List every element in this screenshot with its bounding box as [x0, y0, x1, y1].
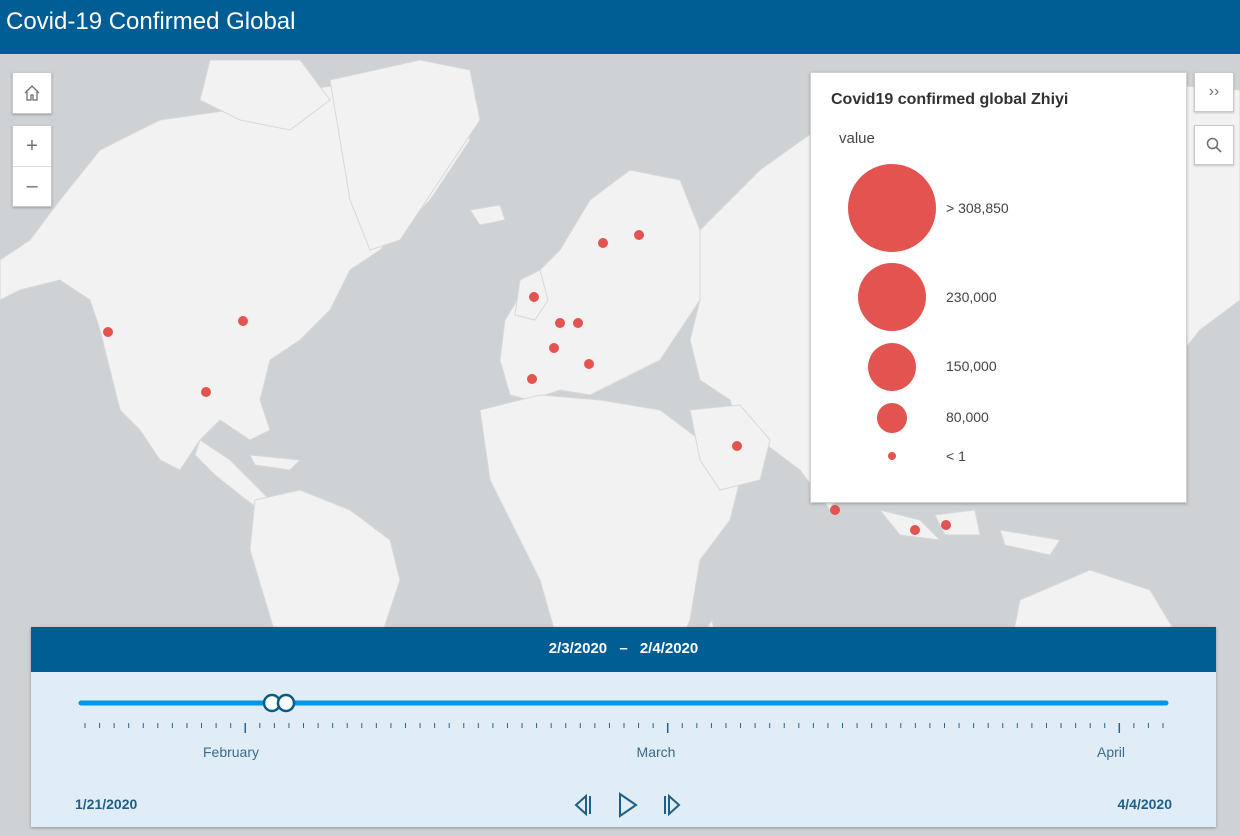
play-icon: [619, 792, 638, 818]
time-slider-ticks: [84, 723, 1164, 733]
legend-symbol-largest: [848, 164, 936, 252]
zoom-out-button[interactable]: –: [13, 166, 51, 206]
zoom-in-button[interactable]: +: [26, 134, 38, 157]
legend-symbol-smallest: [888, 452, 896, 460]
legend-label: 150,000: [946, 358, 997, 374]
legend-label: < 1: [946, 448, 966, 464]
legend-symbol-large: [858, 263, 926, 331]
app-title: Covid-19 Confirmed Global: [6, 8, 296, 35]
home-button[interactable]: [12, 72, 52, 114]
play-button[interactable]: [612, 790, 642, 820]
home-icon[interactable]: [13, 73, 51, 113]
time-slider-header: 2/3/2020 – 2/4/2020: [31, 627, 1216, 672]
legend-symbols: [848, 164, 936, 460]
time-slider: 2/3/2020 – 2/4/2020 February March April…: [31, 627, 1216, 827]
time-extent-separator: –: [619, 640, 628, 657]
legend-panel: Covid19 confirmed global Zhiyi value > 3…: [810, 72, 1187, 503]
case-marker: [549, 343, 559, 353]
legend-label: 80,000: [946, 409, 989, 425]
case-marker: [830, 505, 840, 515]
legend-field: value: [839, 130, 875, 147]
legend-symbol-small: [877, 403, 907, 433]
step-forward-icon: [664, 793, 681, 817]
step-back-icon: [574, 793, 591, 817]
case-marker: [527, 374, 537, 384]
min-date-label: 1/21/2020: [75, 796, 138, 812]
month-label: February: [202, 744, 260, 760]
case-marker: [634, 230, 644, 240]
legend-label: > 308,850: [946, 200, 1009, 216]
zoom-controls: + –: [12, 125, 52, 207]
time-extent-end: 2/4/2020: [639, 640, 699, 657]
case-marker: [529, 292, 539, 302]
double-chevron-right-icon: ››: [1208, 83, 1220, 100]
search-button[interactable]: [1194, 125, 1234, 165]
case-marker: [598, 238, 608, 248]
case-marker: [555, 318, 565, 328]
collapse-legend-button[interactable]: ››: [1194, 72, 1234, 112]
case-markers: [103, 230, 951, 535]
case-marker: [573, 318, 583, 328]
app-header: Covid-19 Confirmed Global: [0, 0, 1240, 54]
time-slider-track-area[interactable]: [31, 672, 1216, 742]
max-date-label: 4/4/2020: [1117, 796, 1173, 812]
case-marker: [103, 327, 113, 337]
time-extent: 2/3/2020 – 2/4/2020: [31, 640, 1216, 657]
time-slider-thumb-end[interactable]: [276, 693, 296, 713]
time-extent-start: 2/3/2020: [548, 640, 608, 657]
month-label: March: [636, 744, 676, 760]
month-label: April: [1096, 744, 1126, 760]
case-marker: [238, 316, 248, 326]
case-marker: [732, 441, 742, 451]
case-marker: [584, 359, 594, 369]
case-marker: [941, 520, 951, 530]
case-marker: [201, 387, 211, 397]
legend-symbol-medium: [868, 343, 916, 391]
search-icon: [1206, 137, 1222, 153]
legend-title: Covid19 confirmed global Zhiyi: [831, 91, 1069, 108]
legend-label: 230,000: [946, 289, 997, 305]
previous-button[interactable]: [568, 790, 598, 820]
next-button[interactable]: [657, 790, 687, 820]
case-marker: [910, 525, 920, 535]
